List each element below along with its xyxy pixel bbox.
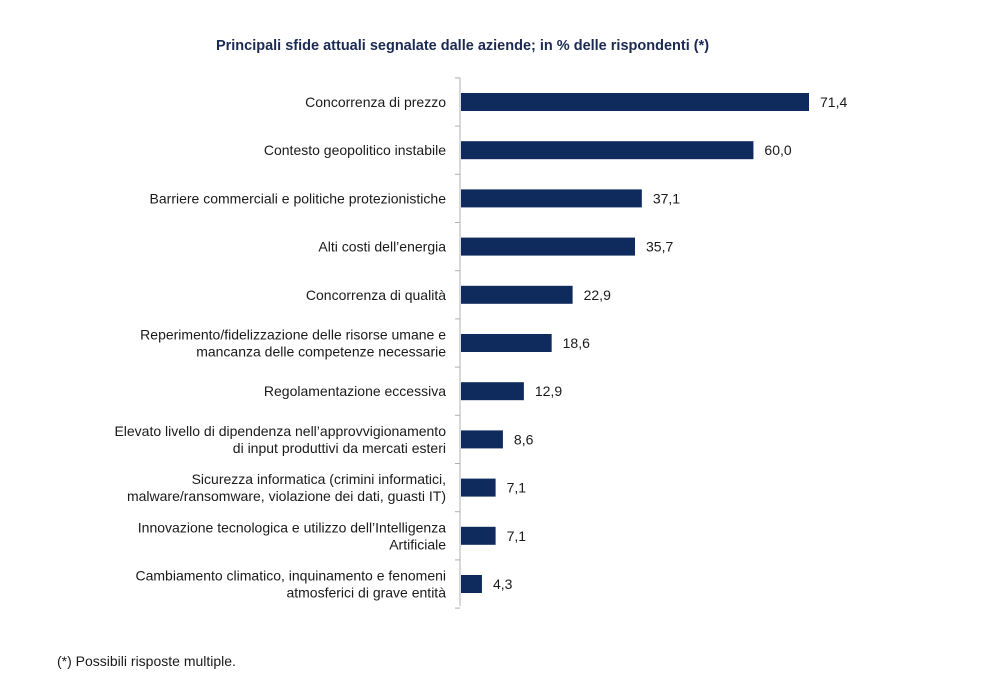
category-label: Alti costi dell’energia: [318, 239, 446, 255]
value-label: 71,4: [820, 94, 847, 110]
value-label: 4,3: [493, 576, 513, 592]
category-label: malware/ransomware, violazione dei dati,…: [127, 488, 446, 504]
category-label: Concorrenza di prezzo: [305, 94, 446, 110]
bar: [461, 189, 642, 208]
category-label: mancanza delle competenze necessarie: [196, 344, 446, 360]
value-label: 7,1: [507, 528, 527, 544]
category-label: atmosferici di grave entità: [286, 585, 446, 601]
category-label: Sicurezza informatica (crimini informati…: [192, 471, 446, 487]
value-label: 22,9: [584, 287, 611, 303]
value-label: 60,0: [764, 142, 791, 158]
category-label: Elevato livello di dipendenza nell’appro…: [114, 423, 446, 439]
value-label: 37,1: [653, 190, 680, 206]
bar: [461, 334, 552, 352]
category-label: Concorrenza di qualità: [306, 287, 446, 303]
category-label: di input produttivi da mercati esteri: [233, 440, 446, 456]
bar: [461, 575, 482, 593]
bar: [461, 382, 524, 401]
category-label: Cambiamento climatico, inquinamento e fe…: [136, 568, 447, 584]
value-label: 18,6: [563, 335, 590, 351]
chart-title: Principali sfide attuali segnalate dalle…: [215, 38, 710, 54]
value-label: 7,1: [507, 480, 527, 496]
footnote: (*) Possibili risposte multiple.: [57, 653, 236, 669]
bar: [461, 237, 635, 256]
category-label: Artificiale: [389, 536, 446, 552]
category-label: Reperimento/fidelizzazione delle risorse…: [140, 327, 446, 343]
bar: [461, 141, 754, 160]
value-label: 12,9: [535, 383, 562, 399]
value-label: 8,6: [514, 431, 534, 447]
category-label: Contesto geopolitico instabile: [264, 142, 446, 158]
bar: [461, 526, 496, 545]
category-label: Barriere commerciali e politiche protezi…: [150, 190, 447, 206]
value-label: 35,7: [646, 239, 673, 255]
bar: [461, 93, 809, 111]
category-label: Regolamentazione eccessiva: [264, 383, 446, 399]
bar: [461, 430, 503, 449]
category-label: Innovazione tecnologica e utilizzo dell’…: [138, 519, 446, 535]
bar: [461, 285, 573, 304]
bar: [461, 478, 496, 497]
